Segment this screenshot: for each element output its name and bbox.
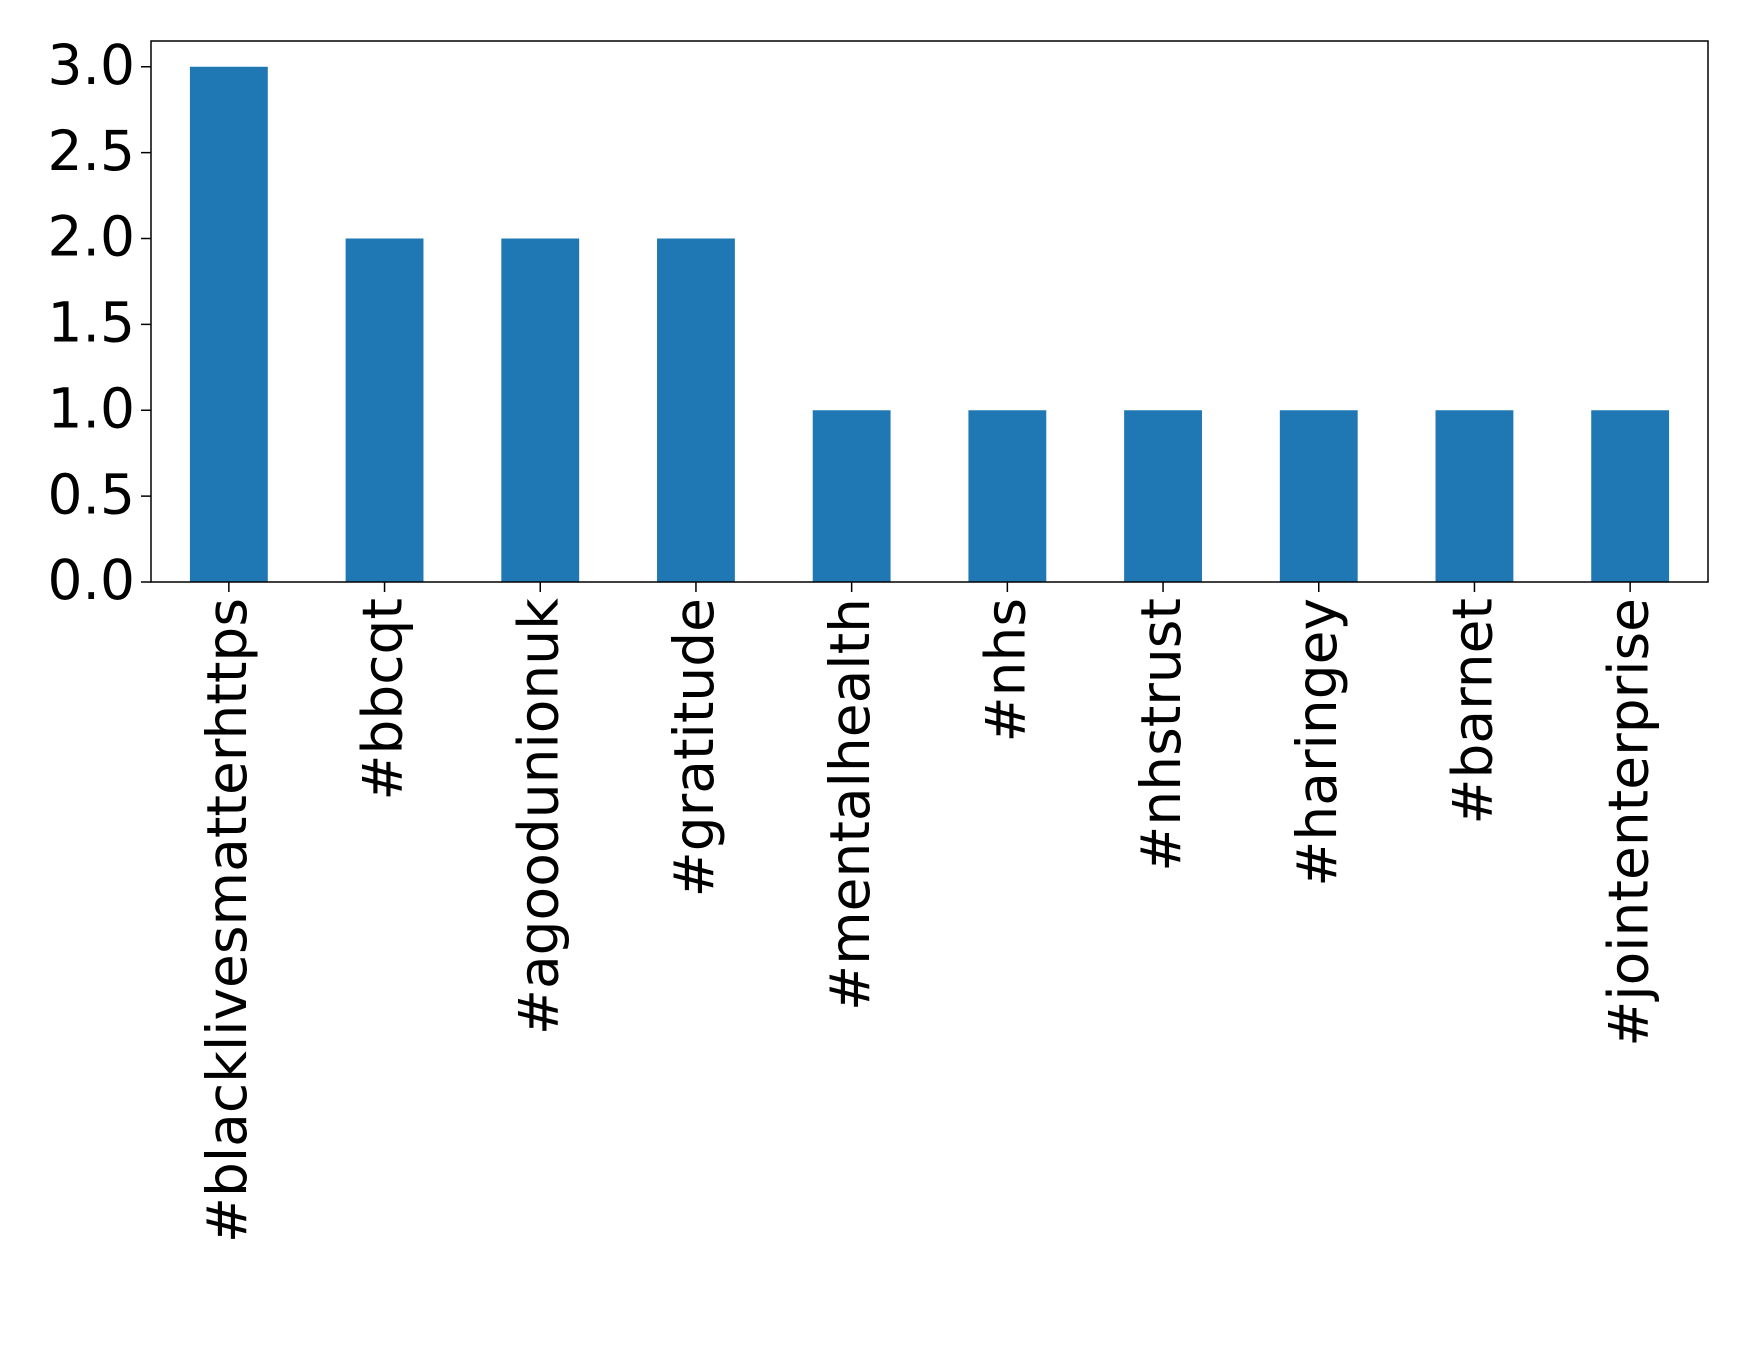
bar [968, 410, 1047, 582]
plot-frame [150, 40, 1709, 583]
bar [501, 238, 580, 582]
x-tick-label: #barnet [1441, 598, 1505, 825]
y-tick-label: 1.0 [48, 376, 135, 440]
bar [812, 410, 891, 582]
x-tick-label: #bbcqt [351, 598, 415, 801]
x-tick-label: #haringey [1285, 598, 1349, 887]
bar [1124, 410, 1202, 582]
bar [189, 66, 268, 582]
bar [345, 238, 424, 582]
bar [1279, 410, 1358, 582]
y-tick-label: 0.5 [48, 462, 135, 526]
y-tick-label: 2.0 [48, 205, 135, 269]
y-tick-label: 0.0 [48, 548, 135, 612]
y-tick-label: 1.5 [48, 291, 135, 355]
x-tick-label: #nhstrust [1129, 598, 1193, 872]
y-tick-label: 3.0 [48, 33, 135, 97]
x-tick-label: #jointenterprise [1596, 598, 1660, 1047]
x-tick-label: #nhs [973, 598, 1037, 742]
bar [1591, 410, 1670, 582]
x-tick-label: #gratitude [662, 598, 726, 897]
y-tick-label: 2.5 [48, 119, 135, 183]
bar [1435, 410, 1514, 582]
x-tick-label: #blacklivesmatterhttps [195, 598, 259, 1243]
x-tick-label: #mentalhealth [818, 598, 882, 1011]
bar [657, 238, 735, 582]
x-tick-label: #agoodunionuk [506, 598, 570, 1035]
